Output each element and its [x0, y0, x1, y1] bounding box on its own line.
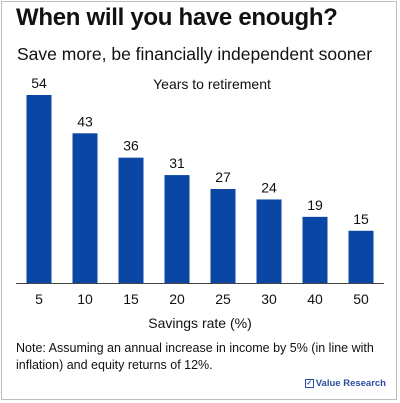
data-label: 19 [307, 197, 323, 213]
footnote: Note: Assuming an annual increase in inc… [16, 341, 374, 372]
bar [256, 199, 282, 283]
brand-logo: ✓ Value Research [304, 378, 386, 389]
data-label: 31 [169, 155, 185, 171]
bar [72, 133, 98, 283]
x-tick-label: 25 [215, 291, 231, 307]
data-label: 36 [123, 138, 139, 154]
x-tick-label: 40 [307, 291, 323, 307]
x-tick-label: 20 [169, 291, 185, 307]
brand-name: Value Research [315, 378, 386, 389]
x-axis-label: Savings rate (%) [148, 315, 251, 331]
bar [164, 175, 190, 283]
data-label: 24 [261, 179, 277, 195]
x-tick-label: 10 [77, 291, 93, 307]
bar [348, 230, 374, 283]
data-label: 15 [353, 211, 369, 227]
bar-chart: Years to retirement 54 5 43 10 36 15 31 20 27 25 24… [16, 75, 384, 331]
data-label: 27 [215, 169, 231, 185]
bar [210, 189, 236, 283]
chart-title: Years to retirement [153, 76, 271, 92]
x-tick-label: 15 [123, 291, 139, 307]
x-tick-label: 5 [35, 291, 43, 307]
x-tick-label: 30 [261, 291, 277, 307]
chart-headline: When will you have enough? [16, 4, 338, 31]
bar [26, 95, 52, 283]
bar [118, 157, 144, 283]
bar [302, 216, 328, 283]
check-icon: ✓ [304, 378, 314, 388]
chart-subtitle: Save more, be financially independent so… [17, 44, 373, 64]
data-label: 43 [77, 113, 93, 129]
x-tick-label: 50 [353, 291, 369, 307]
data-label: 54 [31, 75, 47, 91]
